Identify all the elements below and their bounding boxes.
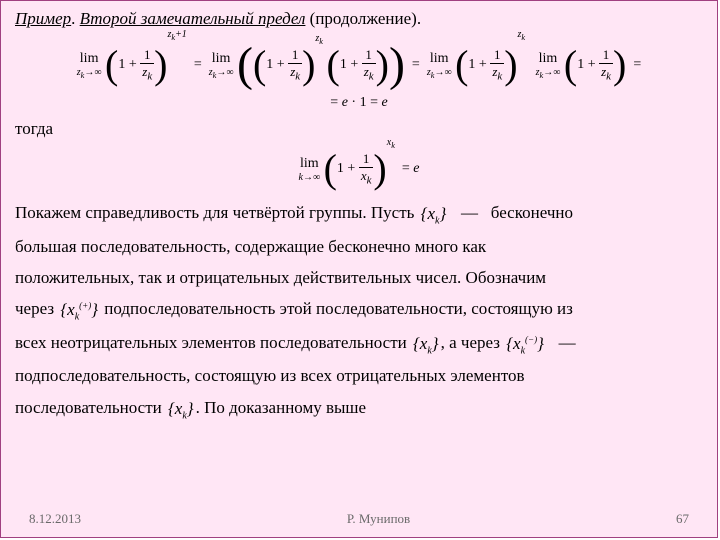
para-1b: бесконечно: [491, 203, 573, 222]
continuation-label: (продолжение).: [310, 9, 421, 28]
para-5b: , а через: [441, 333, 505, 352]
para-6: подпоследовательность, состоящую из всех…: [15, 366, 525, 385]
para-7a: последовательности: [15, 398, 166, 417]
slide-title: Пример. Второй замечательный предел (про…: [15, 9, 703, 29]
para-5a: всех неотрицательных элементов последова…: [15, 333, 411, 352]
para-2: большая последовательность, содержащие б…: [15, 237, 486, 256]
example-label: Пример: [15, 9, 71, 28]
footer-date: 8.12.2013: [29, 511, 81, 527]
slide-container: Пример. Второй замечательный предел (про…: [0, 0, 718, 538]
slide-content: Пример. Второй замечательный предел (про…: [1, 1, 717, 433]
word-then: тогда: [15, 119, 703, 139]
para-4a: через: [15, 299, 58, 318]
para-1a: Покажем справедливость для четвёртой гру…: [15, 203, 419, 222]
topic-label: Второй замечательный предел: [80, 9, 306, 28]
para-4b: подпоследовательность этой последователь…: [104, 299, 573, 318]
seq-xk-3: {xk}: [166, 393, 196, 426]
seq-xk-2: {xk}: [411, 328, 441, 361]
seq-xk-minus: {xk(−)}: [504, 328, 546, 361]
seq-xk-1: {xk}: [419, 198, 449, 231]
seq-xk-plus: {xk(+)}: [58, 294, 100, 327]
slide-footer: 8.12.2013 Р. Мунипов 67: [1, 511, 717, 527]
formula-second: limk→∞ (1 + 1xk)xk = e: [15, 149, 703, 189]
footer-page: 67: [676, 511, 689, 527]
para-3: положительных, так и отрицательных дейст…: [15, 268, 546, 287]
body-paragraph: Покажем справедливость для четвёртой гру…: [15, 197, 703, 425]
formula-main: limzk→∞ (1 + 1zk)zk+1 = limzk→∞ ( (1 + 1…: [15, 41, 703, 111]
para-7b: . По доказанному выше: [196, 398, 366, 417]
footer-author: Р. Мунипов: [347, 511, 410, 527]
